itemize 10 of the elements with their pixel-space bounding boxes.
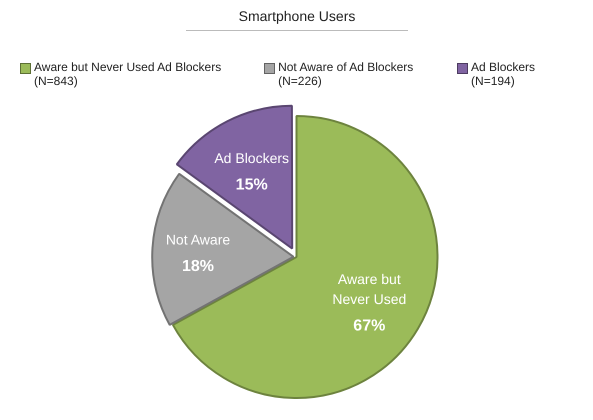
data-label: 18% [182, 258, 214, 276]
text: Not Aware [166, 232, 230, 248]
text: Aware but Never Used [332, 270, 406, 307]
legend-label: Not Aware of Ad Blockers (N=226) [278, 60, 414, 88]
data-label: 15% [236, 176, 268, 194]
chart-title: Smartphone Users [186, 8, 408, 31]
legend-label: Aware but Never Used Ad Blockers (N=843) [34, 60, 222, 88]
legend-label: Ad Blockers (N=194) [471, 60, 536, 88]
data-label: 67% [353, 317, 386, 334]
text: Ad Blockers [214, 150, 290, 166]
